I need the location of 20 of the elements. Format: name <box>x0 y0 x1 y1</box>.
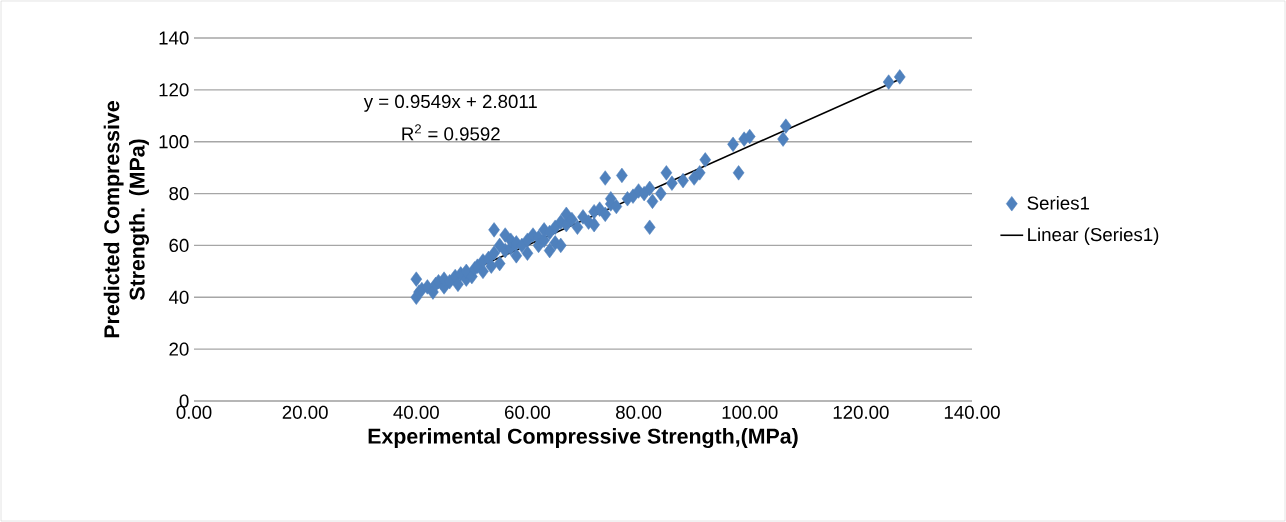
y-tick-label: 100 <box>159 135 189 149</box>
y-tick-label: 40 <box>168 290 189 304</box>
legend-label: Series1 <box>1027 195 1090 210</box>
x-axis-title: Experimental Compressive Strength,(MPa) <box>368 428 798 449</box>
y-tick-label: 120 <box>159 83 189 97</box>
annotation: y = 0.9549x + 2.8011 <box>363 94 537 112</box>
y-tick-label: 140 <box>159 31 189 45</box>
y-axis-title: Predicted Compressive Strength. (MPa) <box>103 101 149 338</box>
x-tick-label: 100.00 <box>722 405 778 419</box>
x-tick-label: 120.00 <box>833 405 889 419</box>
y-tick-label: 20 <box>169 342 189 356</box>
y-tick-label: 80 <box>169 186 189 201</box>
x-tick-label: 60.00 <box>505 405 551 419</box>
x-tick-label: 80.00 <box>616 405 662 419</box>
annotation: R$^{2}$ = 0.9592 <box>402 124 500 141</box>
x-tick-label: 20.00 <box>282 405 328 419</box>
legend-label: Linear (Series1) <box>1028 227 1159 245</box>
y-tick-label: 60 <box>169 238 189 253</box>
x-tick-label: 140.00 <box>944 405 1000 419</box>
x-tick-label: 40.00 <box>393 405 439 419</box>
